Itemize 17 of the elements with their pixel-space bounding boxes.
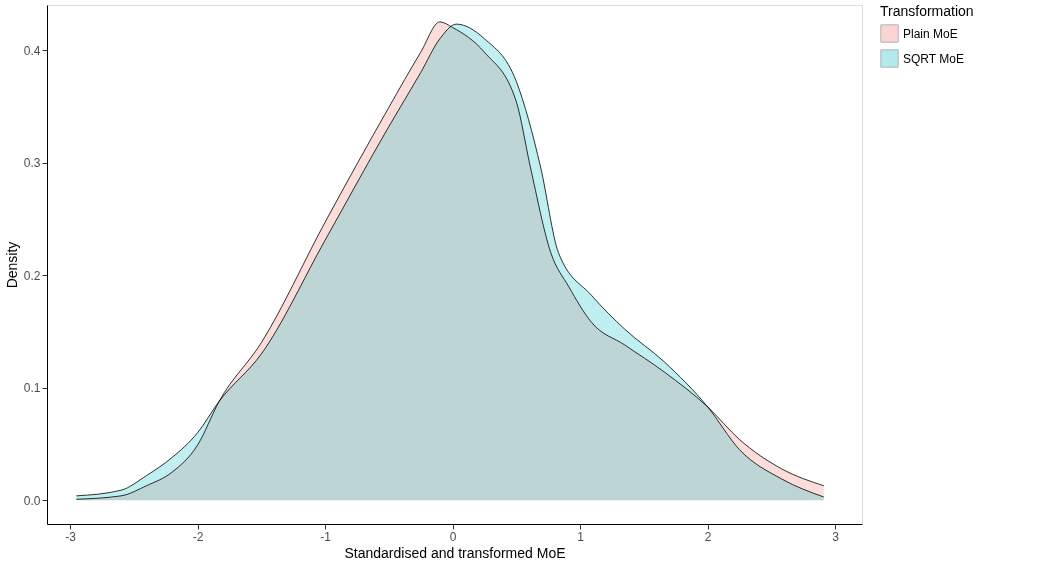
y-tick-label: 0.4 <box>23 43 41 58</box>
x-tick-label: 3 <box>832 529 840 544</box>
x-tick-label: -3 <box>65 529 77 544</box>
x-tick-label: -1 <box>320 529 332 544</box>
legend-label: Plain MoE <box>903 26 958 41</box>
legend-label: SQRT MoE <box>903 51 964 66</box>
x-tick-label: -2 <box>192 529 204 544</box>
y-tick-label: 0.2 <box>23 268 41 283</box>
legend-title: Transformation <box>880 3 974 19</box>
y-tick-label: 0.3 <box>23 156 41 171</box>
y-axis-title: Density <box>3 241 20 289</box>
y-tick-label: 0.0 <box>23 493 41 508</box>
x-tick-label: 2 <box>704 529 712 544</box>
y-tick-label: 0.1 <box>23 381 41 396</box>
x-tick-label: 0 <box>449 529 457 544</box>
x-axis-title: Standardised and transformed MoE <box>344 544 566 561</box>
x-tick-label: 1 <box>577 529 585 544</box>
